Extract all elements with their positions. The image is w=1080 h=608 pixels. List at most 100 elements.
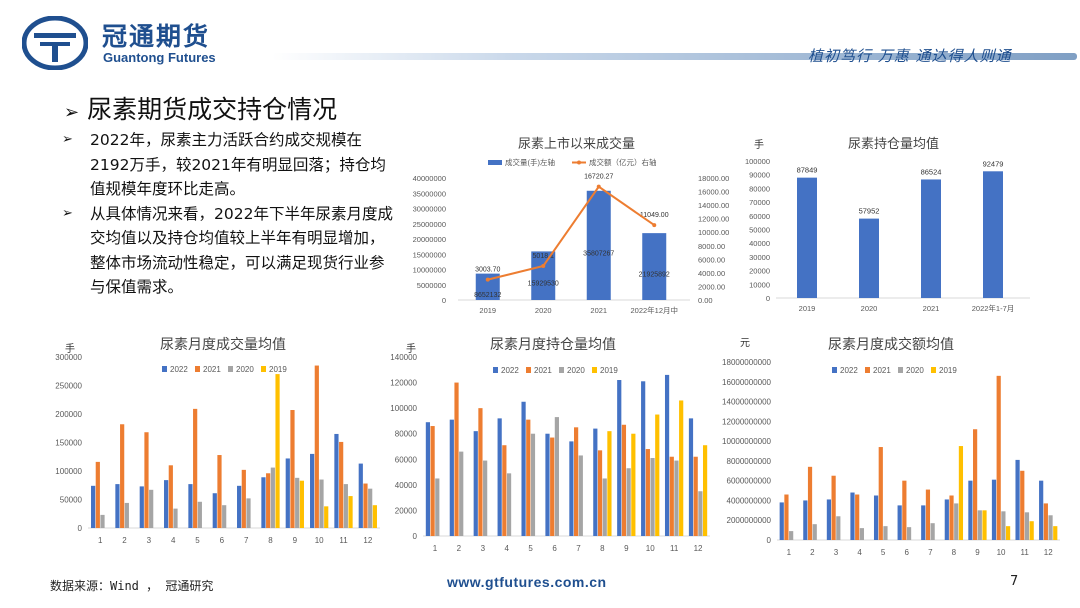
oi-avg-bar — [797, 177, 817, 298]
bar-2021 — [430, 426, 435, 536]
y-left-tick-label: 15000000 — [413, 250, 446, 259]
bar-2020 — [1001, 511, 1006, 540]
x-tick-label: 2019 — [799, 304, 816, 313]
x-tick-label: 9 — [624, 544, 629, 553]
x-tick-label: 12 — [694, 544, 703, 553]
company-logo — [22, 16, 88, 70]
y-tick-label: 100000 — [390, 404, 417, 413]
volume-bar-label: 8652132 — [474, 292, 501, 299]
amount-point-label: 5018.1 — [533, 253, 555, 260]
bar-2019 — [1053, 526, 1058, 540]
legend-swatch-volume — [488, 160, 502, 165]
x-tick-label: 2 — [122, 536, 127, 545]
x-tick-label: 1 — [433, 544, 438, 553]
bar-2022 — [921, 505, 926, 540]
x-tick-label: 12 — [1044, 548, 1053, 557]
bar-2022 — [285, 458, 290, 528]
footer-url-link[interactable]: www.gtfutures.com.cn — [447, 574, 607, 590]
bar-2021 — [454, 382, 459, 536]
bar-2020 — [368, 488, 373, 528]
bar-2019 — [1005, 526, 1011, 540]
bar-2021 — [550, 437, 555, 536]
legend-swatch-2020 — [559, 367, 564, 373]
monthly-oi-chart-title: 尿素月度持仓量均值 — [490, 337, 616, 353]
y-tick-label: 12000000000 — [722, 417, 771, 426]
bar-2020 — [173, 508, 178, 528]
y-tick-label: 40000 — [395, 481, 418, 490]
y-right-tick-label: 14000.00 — [698, 201, 729, 210]
x-tick-label: 7 — [928, 548, 933, 557]
bar-2020 — [459, 451, 464, 536]
bar-2022 — [449, 419, 454, 536]
brand-name-en: Guantong Futures — [103, 50, 216, 65]
bar-2021 — [597, 450, 603, 536]
amount-point — [485, 277, 490, 282]
bar-2020 — [483, 460, 488, 536]
y-tick-label: 40000 — [749, 239, 770, 248]
y-tick-label: 140000 — [390, 353, 417, 362]
amount-point — [652, 223, 657, 228]
bar-2021 — [290, 410, 295, 528]
volume-chart: 0 5000000 10000000 15000000 20000000 25000000… — [413, 157, 730, 315]
y-left-tick-label: 40000000 — [413, 174, 446, 183]
x-tick-label: 2 — [810, 548, 815, 557]
y-tick-label: 80000 — [749, 184, 770, 193]
bar-2020 — [246, 498, 251, 528]
legend-label-volume: 成交量(手)左轴 — [505, 157, 555, 167]
bar-2020 — [812, 524, 817, 540]
x-tick-label: 3 — [481, 544, 486, 553]
x-tick-label: 2 — [457, 544, 462, 553]
bar-2022 — [473, 431, 478, 536]
x-tick-label: 8 — [952, 548, 957, 557]
x-tick-label: 6 — [220, 536, 225, 545]
brand-name-cn: 冠通期货 — [102, 22, 211, 51]
amount-point-label: 11049.00 — [640, 212, 669, 219]
y-tick-label: 18000000000 — [722, 358, 771, 367]
bar-2022 — [664, 374, 670, 536]
y-right-tick-label: 18000.00 — [698, 174, 729, 183]
bar-2022 — [826, 499, 832, 540]
x-tick-label: 4 — [171, 536, 176, 545]
bar-2020 — [295, 477, 300, 528]
x-tick-label: 6 — [904, 548, 909, 557]
bar-2022 — [850, 492, 855, 540]
bullet-marker-icon: ➢ — [62, 205, 73, 221]
bar-2021 — [693, 456, 698, 536]
legend-label-2022: 2022 — [501, 366, 519, 375]
legend-swatch-2020 — [898, 367, 903, 373]
volume-bar — [531, 251, 556, 300]
bullet-list: ➢ 2022年，尿素主力活跃合约成交规模在2192万手，较2021年有明显回落；… — [62, 128, 397, 300]
bullet-text: 从具体情况来看，2022年下半年尿素月度成交均值以及持仓均值较上半年有明显增加，… — [90, 204, 393, 297]
x-tick-label: 10 — [315, 536, 324, 545]
x-tick-label: 12 — [363, 536, 372, 545]
bar-2020 — [319, 479, 324, 528]
bar-2020 — [650, 458, 655, 536]
bar-2020 — [222, 505, 227, 528]
x-tick-label: 11 — [1020, 548, 1029, 557]
x-tick-label: 4 — [857, 548, 862, 557]
bar-2019 — [1029, 521, 1034, 540]
page-number: 7 — [1010, 574, 1019, 589]
bar-2022 — [115, 484, 120, 528]
y-tick-label: 100000 — [55, 467, 82, 476]
y-left-tick-label: 0 — [442, 296, 446, 305]
amount-point-label: 16720.27 — [584, 174, 613, 181]
legend-label-2022: 2022 — [840, 366, 858, 375]
y-tick-label: 50000 — [60, 496, 83, 505]
volume-bar — [642, 233, 667, 300]
oi-avg-bar — [983, 171, 1003, 298]
legend-label-2019: 2019 — [269, 365, 287, 374]
bar-2020 — [578, 455, 583, 536]
y-tick-label: 4000000000 — [727, 496, 772, 505]
bar-2022 — [803, 500, 808, 540]
bar-2021 — [478, 408, 483, 536]
bar-2021 — [144, 432, 149, 528]
oi-avg-bar — [921, 179, 941, 298]
page-title-text: 尿素期货成交持仓情况 — [87, 95, 338, 124]
y-tick-label: 20000 — [749, 267, 770, 276]
x-tick-label: 5 — [528, 544, 533, 553]
bar-2020 — [883, 526, 888, 540]
bar-2021 — [193, 408, 198, 528]
y-right-tick-label: 12000.00 — [698, 215, 729, 224]
legend-swatch-2019 — [931, 367, 936, 373]
